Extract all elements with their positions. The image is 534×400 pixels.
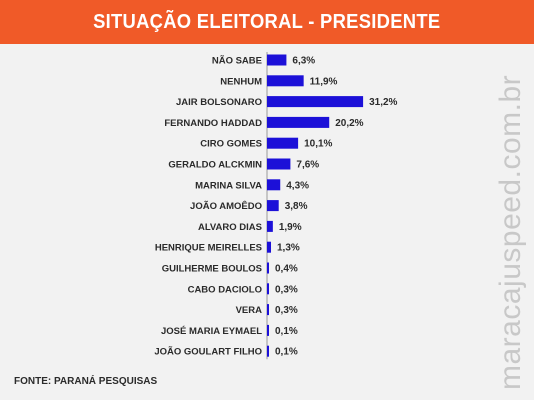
value-label-ciro-gomes: 10,1% — [304, 139, 332, 150]
value-label-guilherme-boulos: 0,4% — [275, 264, 298, 275]
value-label-henrique-meirelles: 1,3% — [277, 243, 300, 254]
bar-nenhum — [267, 75, 304, 87]
value-label-alvaro-dias: 1,9% — [279, 222, 302, 233]
value-label-cabo-daciolo: 0,3% — [275, 284, 298, 295]
value-label-joao-goulart-filho: 0,1% — [275, 347, 298, 358]
bar-geraldo-alckmin — [267, 158, 291, 170]
bar-fernando-haddad — [267, 116, 330, 128]
source-note: FONTE: PARANÁ PESQUISAS — [14, 376, 158, 387]
value-label-fernando-haddad: 20,2% — [335, 118, 363, 129]
value-label-geraldo-alckmin: 7,6% — [296, 160, 319, 171]
bar-alvaro-dias — [267, 220, 273, 232]
chart-header: SITUAÇÃO ELEITORAL - PRESIDENTE — [0, 0, 534, 44]
category-label-nao-sabe: NÃO SABE — [212, 56, 262, 67]
bar-joao-goulart-filho — [267, 345, 269, 357]
bar-ciro-gomes — [267, 137, 299, 149]
bar-nao-sabe — [267, 54, 287, 66]
category-label-joao-amoedo: JOÃO AMOÊDO — [190, 200, 262, 212]
category-label-guilherme-boulos: GUILHERME BOULOS — [162, 264, 262, 275]
category-label-jose-maria-eymael: JOSÉ MARIA EYMAEL — [161, 326, 262, 337]
bar-jose-maria-eymael — [267, 324, 269, 336]
category-label-marina-silva: MARINA SILVA — [195, 180, 262, 191]
category-label-nenhum: NENHUM — [220, 76, 262, 87]
category-label-joao-goulart-filho: JOÃO GOULART FILHO — [154, 347, 262, 358]
category-label-vera: VERA — [236, 305, 263, 316]
category-label-ciro-gomes: CIRO GOMES — [200, 139, 262, 150]
value-label-joao-amoedo: 3,8% — [285, 201, 308, 212]
bar-henrique-meirelles — [267, 241, 272, 253]
value-label-nao-sabe: 6,3% — [292, 56, 315, 67]
value-label-jair-bolsonaro: 31,2% — [369, 97, 397, 108]
bar-joao-amoedo — [267, 200, 279, 212]
bar-vera — [267, 304, 269, 316]
value-label-vera: 0,3% — [275, 305, 298, 316]
chart-title: SITUAÇÃO ELEITORAL - PRESIDENTE — [93, 10, 441, 33]
category-label-cabo-daciolo: CABO DACIOLO — [188, 284, 262, 295]
bar-cabo-daciolo — [267, 283, 269, 295]
bar-chart: NÃO SABE 6,3% NENHUM 11,9% JAIR BOLSONARO 31,… — [154, 52, 398, 360]
watermark: maracajuspeed.com.br — [494, 74, 527, 390]
value-label-jose-maria-eymael: 0,1% — [275, 326, 298, 337]
bar-jair-bolsonaro — [267, 96, 364, 108]
category-label-jair-bolsonaro: JAIR BOLSONARO — [176, 97, 262, 108]
category-label-alvaro-dias: ALVARO DIAS — [198, 222, 262, 233]
bar-guilherme-boulos — [267, 262, 269, 274]
category-label-fernando-haddad: FERNANDO HADDAD — [164, 118, 262, 129]
value-label-marina-silva: 4,3% — [286, 180, 309, 191]
category-label-geraldo-alckmin: GERALDO ALCKMIN — [168, 160, 262, 171]
bar-marina-silva — [267, 179, 281, 191]
category-label-henrique-meirelles: HENRIQUE MEIRELLES — [155, 243, 262, 254]
value-label-nenhum: 11,9% — [310, 76, 338, 87]
